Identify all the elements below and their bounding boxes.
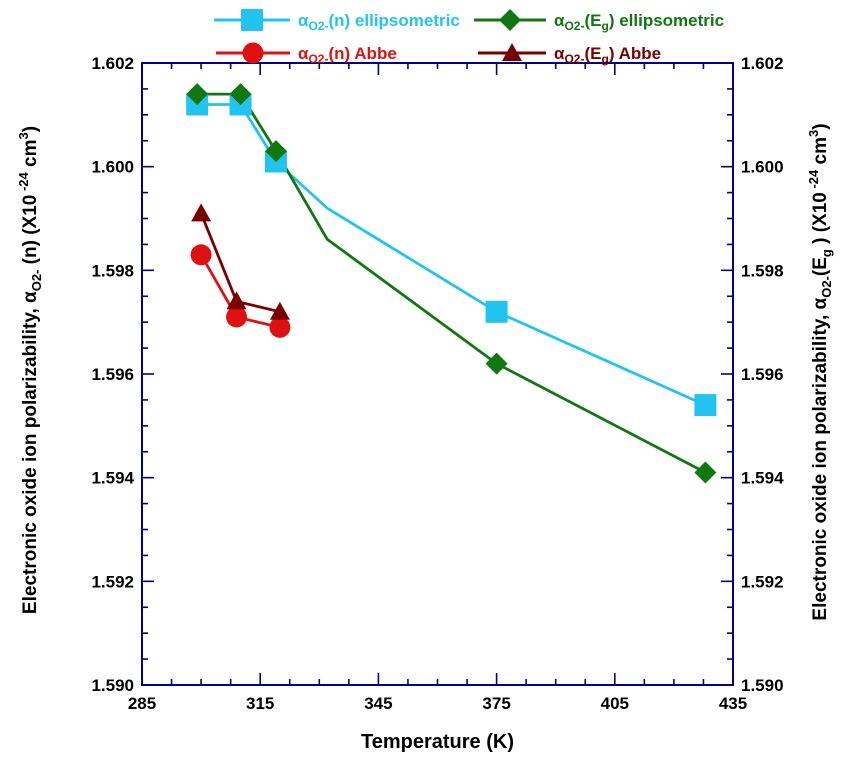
ylabel-prefix: Electronic oxide ion polarizability, xyxy=(20,303,41,614)
y-tick-label-right: 1.600 xyxy=(741,158,784,177)
legend-arg-sub: g xyxy=(601,52,608,66)
y-tick-label-left: 1.596 xyxy=(91,365,134,384)
y-tick-label-right: 1.598 xyxy=(741,261,784,280)
y-axis-label-left: Electronic oxide ion polarizability, αO2… xyxy=(16,126,44,614)
legend-method: ellipsometric xyxy=(614,11,724,30)
plot-frame xyxy=(141,62,734,686)
data-point-diamond xyxy=(694,461,717,484)
x-tick-label: 375 xyxy=(482,694,510,713)
legend-arg-post: ) xyxy=(609,44,615,63)
y-tick-label-right: 1.596 xyxy=(741,365,784,384)
data-point-triangle xyxy=(226,291,247,310)
ylabel-r-post: ) xyxy=(810,123,831,129)
data-point-diamond xyxy=(264,140,287,163)
data-point-square xyxy=(485,300,508,323)
ylabel-r-exp2: 3 xyxy=(806,130,821,137)
y-axis-label-right: Electronic oxide ion polarizability, αO2… xyxy=(806,123,834,620)
ylabel-alpha: α xyxy=(20,291,41,303)
legend-alpha: α xyxy=(554,44,565,63)
y-tick-label-left: 1.600 xyxy=(91,158,134,177)
legend-label: αO2-(Eg) Abbe xyxy=(554,44,661,66)
data-point-circle xyxy=(269,316,291,338)
y-tick-label-right: 1.594 xyxy=(741,469,784,488)
ylabel-unit: cm xyxy=(20,139,41,172)
legend-marker-triangle xyxy=(502,43,522,61)
ylabel-exp: -24 xyxy=(16,171,31,194)
axis-labels: Temperature (K) Electronic oxide ion pola… xyxy=(16,123,834,753)
legend-alpha: α xyxy=(298,11,309,30)
x-tick-label: 405 xyxy=(601,694,629,713)
ylabel-r-prefix: Electronic oxide ion polarizability, xyxy=(810,309,831,620)
data-point-triangle xyxy=(191,203,212,222)
legend-label: αO2-(n) Abbe xyxy=(298,44,397,66)
legend-arg-post: ) xyxy=(609,11,615,30)
x-tick-label: 345 xyxy=(364,694,392,713)
ylabel-arg: (n) (X10 xyxy=(20,195,41,270)
ylabel-r-alpha: α xyxy=(810,297,831,309)
x-tick-label: 435 xyxy=(719,694,747,713)
x-tick-label: 315 xyxy=(246,694,274,713)
series-layer xyxy=(186,83,717,484)
legend-alpha-sub: O2- xyxy=(308,19,328,33)
data-point-circle xyxy=(190,244,212,266)
data-point-square xyxy=(694,394,717,417)
legend-arg: (n) xyxy=(328,11,350,30)
x-axis-label: Temperature (K) xyxy=(361,731,514,753)
data-point-diamond xyxy=(485,352,508,375)
legend-arg: (n) xyxy=(328,44,350,63)
ylabel-post: ) xyxy=(20,126,41,132)
legend-arg: (E xyxy=(584,11,601,30)
ylabel-r-arg-sub: g xyxy=(819,249,834,257)
legend: αO2-(n) ellipsometric αO2-(Eg) ellipsomet… xyxy=(214,9,724,66)
x-tick-label: 285 xyxy=(128,694,156,713)
series-line-triangle xyxy=(199,212,281,314)
legend-method: ellipsometric xyxy=(350,11,460,30)
legend-label: αO2-(Eg) ellipsometric xyxy=(554,11,724,33)
ylabel-alpha-sub: O2- xyxy=(29,270,44,292)
legend-alpha: α xyxy=(298,44,309,63)
data-point-circle xyxy=(226,306,248,328)
y-tick-label-left: 1.602 xyxy=(91,54,134,73)
ylabel-r-exp: -24 xyxy=(806,169,821,192)
legend-marker-diamond xyxy=(499,9,521,31)
legend-arg-sub: g xyxy=(601,19,608,33)
data-point-diamond xyxy=(186,83,209,106)
y-tick-label-right: 1.590 xyxy=(741,676,784,695)
ylabel-r-arg-post: ) (X10 xyxy=(810,192,831,249)
y-axis-label-left-text: Electronic oxide ion polarizability, αO2… xyxy=(16,126,44,614)
legend-alpha: α xyxy=(554,11,565,30)
y-tick-label-right: 1.602 xyxy=(741,54,784,73)
y-tick-label-right: 1.592 xyxy=(741,572,784,591)
legend-arg: (E xyxy=(584,44,601,63)
legend-marker-square xyxy=(241,9,263,31)
data-point-triangle xyxy=(269,301,290,320)
y-tick-label-left: 1.594 xyxy=(91,469,134,488)
y-tick-label-left: 1.592 xyxy=(91,572,134,591)
legend-alpha-sub: O2- xyxy=(308,52,328,66)
y-tick-label-left: 1.598 xyxy=(91,261,134,280)
legend-alpha-sub: O2- xyxy=(564,19,584,33)
y-axis-label-right-text: Electronic oxide ion polarizability, αO2… xyxy=(806,123,834,620)
ylabel-exp2: 3 xyxy=(16,132,31,139)
legend-marker-circle xyxy=(242,42,264,64)
legend-alpha-sub: O2- xyxy=(564,52,584,66)
legend-method: Abbe xyxy=(614,44,661,63)
ylabel-r-arg: (E xyxy=(810,257,831,276)
ylabel-r-unit: cm xyxy=(810,137,831,170)
legend-method: Abbe xyxy=(350,44,397,63)
y-tick-label-left: 1.590 xyxy=(91,676,134,695)
legend-label: αO2-(n) ellipsometric xyxy=(298,11,460,33)
ylabel-r-alpha-sub: O2- xyxy=(819,276,834,298)
data-point-diamond xyxy=(229,83,252,106)
